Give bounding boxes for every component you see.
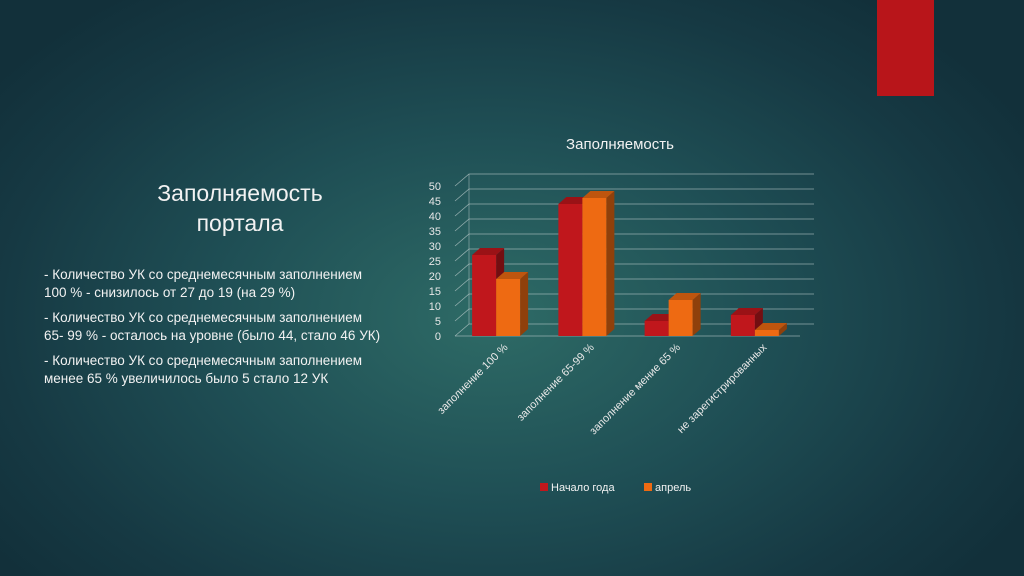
y-tick-label: 35 bbox=[429, 226, 441, 238]
bar-front bbox=[668, 300, 693, 336]
y-tick-label: 50 bbox=[429, 181, 441, 193]
slide-title-line2: портала bbox=[196, 210, 284, 236]
bar-series2 bbox=[754, 323, 787, 336]
y-tick-label: 30 bbox=[429, 241, 441, 253]
bar-side bbox=[606, 191, 615, 336]
bullet-item: - Количество УК со среднемесячным заполн… bbox=[44, 310, 381, 343]
y-tick-label: 5 bbox=[435, 316, 441, 328]
y-tick-label: 25 bbox=[429, 256, 441, 268]
bar-top bbox=[472, 248, 505, 255]
gridline bbox=[454, 218, 814, 232]
legend-label: апрель bbox=[655, 482, 691, 494]
legend-swatch bbox=[540, 483, 548, 491]
slide-title-line1: Заполняемость bbox=[157, 180, 323, 206]
bullet-item: - Количество УК со среднемесячным заполн… bbox=[44, 353, 363, 386]
bar-side bbox=[778, 323, 787, 336]
y-tick-label: 40 bbox=[429, 211, 441, 223]
bullet-list: - Количество УК со среднемесячным заполн… bbox=[44, 266, 384, 395]
bar-series2 bbox=[496, 272, 529, 336]
bar-front bbox=[582, 198, 607, 336]
bar-side bbox=[692, 293, 701, 336]
accent-tab bbox=[877, 0, 934, 96]
legend-swatch bbox=[644, 483, 652, 491]
bar-front bbox=[558, 204, 583, 336]
x-category-label: не зарегистрированных bbox=[675, 341, 770, 436]
gridline bbox=[454, 188, 814, 202]
chart-title: Заполняемость bbox=[566, 136, 674, 153]
gridline bbox=[454, 203, 814, 217]
y-tick-label: 10 bbox=[429, 301, 441, 313]
x-category-label: заполнение 100 % bbox=[436, 341, 511, 416]
y-tick-label: 15 bbox=[429, 286, 441, 298]
slide-title: Заполняемость портала bbox=[100, 178, 380, 238]
bar-front bbox=[754, 330, 779, 336]
bar-top bbox=[668, 293, 701, 300]
bar-front bbox=[644, 321, 669, 336]
x-category-label: заполнение 65-99 % bbox=[515, 341, 597, 423]
y-tick-label: 20 bbox=[429, 271, 441, 283]
y-tick-label: 45 bbox=[429, 196, 441, 208]
bar-front bbox=[730, 315, 755, 336]
x-category-label: заполнение мение 65 % bbox=[588, 341, 684, 437]
bar-side bbox=[520, 272, 529, 336]
bar-series2 bbox=[582, 191, 615, 336]
y-tick-label: 0 bbox=[435, 331, 441, 343]
bar-series1 bbox=[730, 308, 763, 336]
gridline bbox=[454, 233, 814, 247]
bar-top bbox=[730, 308, 763, 315]
bar-top bbox=[496, 272, 529, 279]
bullet-item: - Количество УК со среднемесячным заполн… bbox=[44, 267, 363, 300]
bar-series2 bbox=[668, 293, 701, 336]
bar-top bbox=[754, 323, 787, 330]
bar-top bbox=[582, 191, 615, 198]
bar-front bbox=[472, 255, 497, 336]
gridline bbox=[454, 173, 814, 187]
bar-front bbox=[496, 279, 521, 336]
gridline bbox=[454, 248, 814, 262]
legend-label: Начало года bbox=[551, 482, 615, 494]
